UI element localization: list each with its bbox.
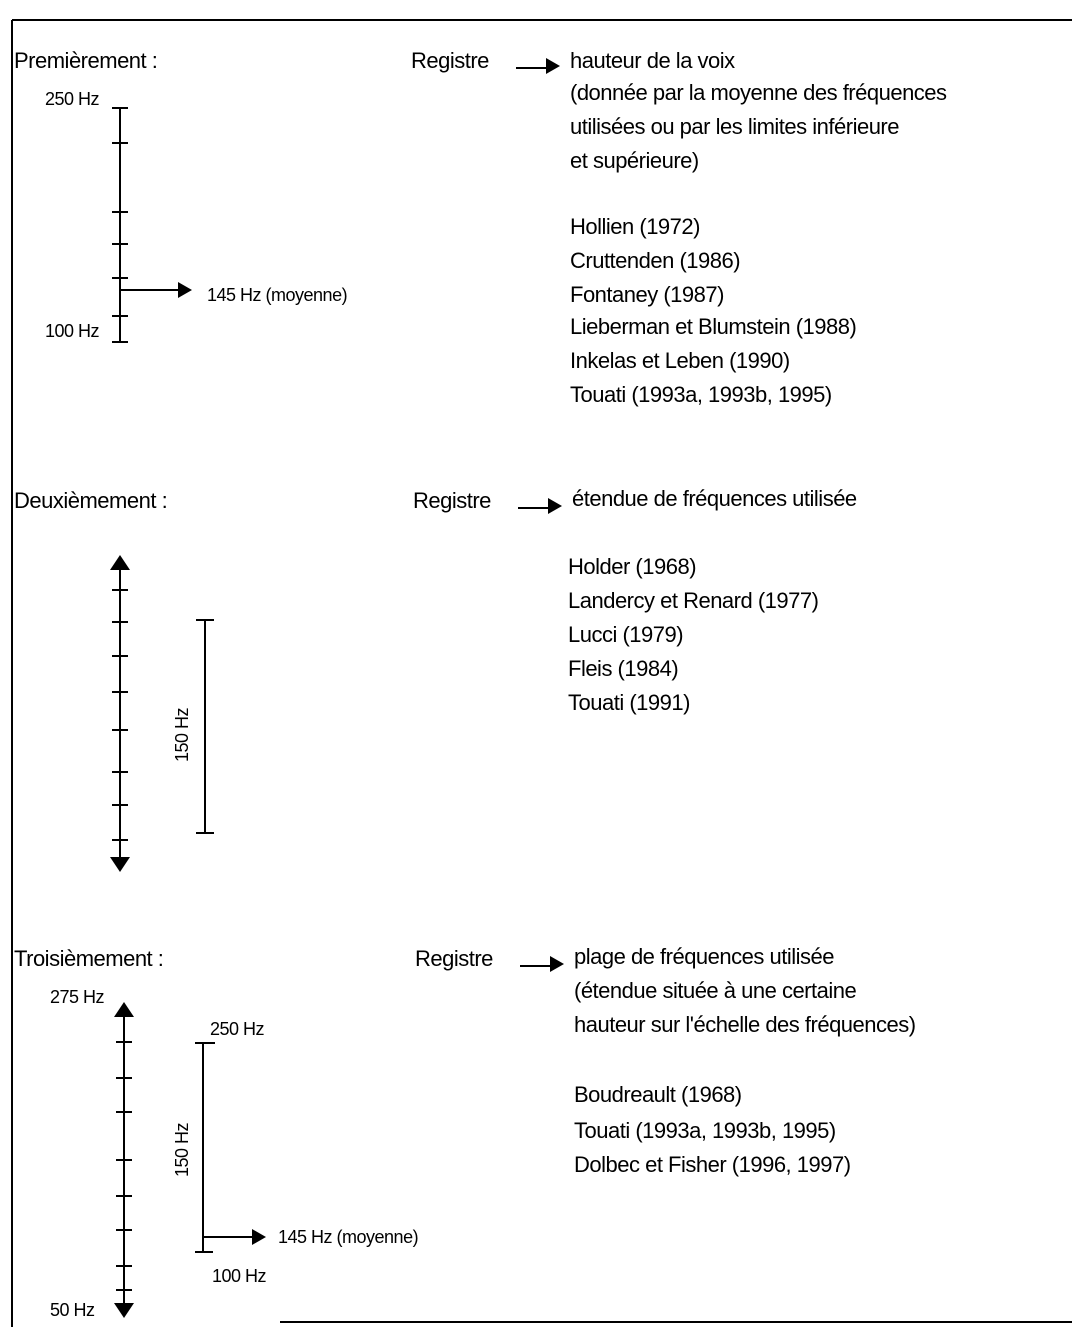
definition-line: étendue de fréquences utilisée xyxy=(572,486,857,511)
definition-line: hauteur sur l'échelle des fréquences) xyxy=(574,1012,916,1037)
section-heading: Deuxièmement : xyxy=(14,488,167,513)
definition-line: et supérieure) xyxy=(570,148,699,173)
reference: Touati (1993a, 1993b, 1995) xyxy=(570,382,832,407)
register-arrows xyxy=(516,58,564,972)
reference: Holder (1968) xyxy=(568,554,696,579)
reference: Boudreault (1968) xyxy=(574,1082,742,1107)
section-heading: Premièrement : xyxy=(14,48,157,73)
register-label: Registre xyxy=(411,48,489,73)
reference: Landercy et Renard (1977) xyxy=(568,588,818,613)
reference: Cruttenden (1986) xyxy=(570,248,740,273)
definition-line: (donnée par la moyenne des fréquences xyxy=(570,80,947,105)
register-label: Registre xyxy=(413,488,491,513)
definition-line: hauteur de la voix xyxy=(570,48,735,73)
reference: Lucci (1979) xyxy=(568,622,683,647)
scale-2 xyxy=(110,555,214,872)
reference: Dolbec et Fisher (1996, 1997) xyxy=(574,1152,851,1177)
scale-mean: 145 Hz (moyenne) xyxy=(207,285,347,305)
scale-top: 250 Hz xyxy=(45,89,100,109)
definition-line: (étendue située à une certaine xyxy=(574,978,856,1003)
scale-mean: 145 Hz (moyenne) xyxy=(278,1227,418,1247)
section-heading: Troisièmement : xyxy=(14,946,163,971)
range-top: 250 Hz xyxy=(210,1019,265,1039)
register-label: Registre xyxy=(415,946,493,971)
reference: Fontaney (1987) xyxy=(570,282,724,307)
scale-1 xyxy=(112,107,192,343)
reference: Inkelas et Leben (1990) xyxy=(570,348,790,373)
reference: Touati (1991) xyxy=(568,690,690,715)
frame xyxy=(11,19,1072,1327)
scale-range: 150 Hz xyxy=(172,1122,192,1177)
reference: Lieberman et Blumstein (1988) xyxy=(570,314,856,339)
scale-bottom: 100 Hz xyxy=(45,321,100,341)
scale-bottom: 50 Hz xyxy=(50,1300,95,1320)
reference: Hollien (1972) xyxy=(570,214,700,239)
definition-line: utilisées ou par les limites inférieure xyxy=(570,114,899,139)
definition-line: plage de fréquences utilisée xyxy=(574,944,834,969)
reference: Touati (1993a, 1993b, 1995) xyxy=(574,1118,836,1143)
range-bottom: 100 Hz xyxy=(212,1266,267,1286)
scale-top: 275 Hz xyxy=(50,987,105,1007)
scale-range: 150 Hz xyxy=(172,707,192,762)
scale-3 xyxy=(114,1002,266,1318)
reference: Fleis (1984) xyxy=(568,656,678,681)
